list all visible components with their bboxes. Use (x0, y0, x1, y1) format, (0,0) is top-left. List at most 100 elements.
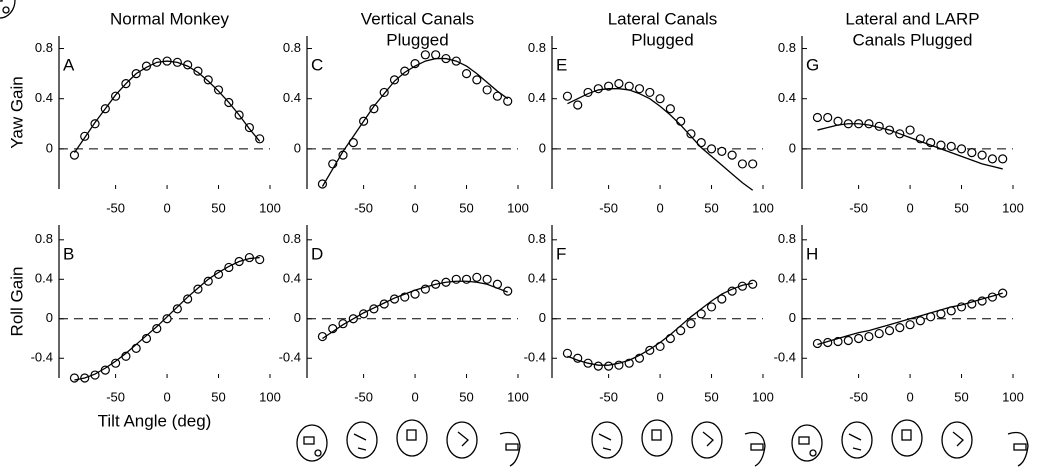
x-tick-label: 100 (507, 389, 529, 404)
data-point (172, 304, 182, 314)
data-point (884, 326, 895, 336)
data-point (162, 314, 172, 324)
panel: 0.8 0.4 0 -50 0 50 100 E Lateral Canals Plugged (528, 9, 774, 215)
y-axis-label: Roll Gain (7, 267, 26, 337)
panel: 0.8 0.4 0 -0.4 -50 0 50 100 B Roll Gain Tilt Angle… (7, 225, 281, 430)
fit-line (817, 123, 1003, 170)
y-tick-label: 0 (294, 140, 301, 155)
fit-line (73, 60, 261, 153)
data-point (213, 85, 224, 95)
x-tick-label: 100 (752, 389, 774, 404)
panel-title: Normal Monkey (110, 9, 230, 28)
data-point (472, 75, 482, 85)
y-tick-label: 0.8 (528, 40, 546, 55)
data-point (152, 324, 162, 334)
y-tick-label: 0.4 (283, 90, 301, 105)
x-tick-label: 100 (507, 200, 529, 215)
y-tick-label: 0 (294, 310, 301, 325)
x-tick-label: 0 (163, 200, 170, 215)
y-tick-label: -0.4 (279, 350, 301, 365)
data-point (492, 91, 503, 101)
data-point (665, 104, 675, 114)
data-point (706, 144, 717, 154)
data-point (183, 294, 193, 304)
panel: 0.8 0.4 0 -50 0 50 100 G Lateral and LARP Canals … (778, 9, 1024, 215)
panel-label: D (311, 244, 323, 263)
data-point (389, 75, 400, 85)
x-tick-label: 50 (211, 389, 225, 404)
fit-line (817, 292, 1003, 346)
data-point (676, 116, 686, 126)
fit-line (567, 282, 753, 366)
y-tick-label: -0.4 (774, 350, 796, 365)
y-tick-label: 0.4 (35, 271, 53, 286)
data-point (748, 159, 758, 169)
panel: 0.8 0.4 0 -0.4 -50 0 50 100 F (524, 225, 774, 404)
x-tick-label: 0 (411, 200, 418, 215)
fit-line (74, 256, 260, 381)
data-point (717, 146, 727, 156)
x-tick-label: -50 (106, 389, 125, 404)
data-point (400, 66, 410, 76)
data-point (482, 85, 492, 95)
x-tick-label: 100 (1002, 200, 1024, 215)
panel-label: F (556, 244, 566, 263)
y-tick-label: 0 (539, 140, 546, 155)
data-point (420, 50, 430, 60)
x-tick-label: -50 (599, 389, 618, 404)
data-point (905, 125, 915, 135)
data-point (482, 274, 492, 284)
panel-label: B (63, 244, 74, 263)
data-point (573, 100, 583, 110)
panel-title: Lateral and LARP (845, 9, 979, 28)
data-point (131, 343, 141, 353)
data-point (69, 373, 80, 383)
y-axis-label: Yaw Gain (7, 76, 26, 148)
data-point (946, 141, 956, 151)
x-tick-label: 50 (704, 200, 718, 215)
panel-title: Plugged (631, 30, 693, 49)
head-icons (0, 0, 1029, 467)
x-tick-label: -50 (849, 200, 868, 215)
fit-line (322, 280, 508, 340)
data-point (895, 323, 905, 333)
panel-label: G (806, 55, 819, 74)
panel-label: C (311, 55, 323, 74)
x-tick-label: 100 (752, 200, 774, 215)
data-point (864, 119, 874, 129)
y-tick-label: 0.8 (283, 231, 301, 246)
x-tick-label: 0 (656, 389, 663, 404)
x-tick-label: 0 (163, 389, 170, 404)
x-tick-label: -50 (599, 200, 618, 215)
panel-label: A (63, 55, 75, 74)
x-tick-label: 0 (906, 200, 913, 215)
fit-line (321, 57, 509, 187)
y-tick-label: -0.4 (524, 350, 546, 365)
data-point (905, 320, 915, 330)
y-tick-label: 0.8 (778, 231, 796, 246)
data-point (69, 150, 80, 160)
panel: 0.8 0.4 0 -0.4 -50 0 50 100 D (279, 225, 529, 404)
data-point (956, 144, 967, 154)
data-point (193, 66, 203, 76)
panel-title: Plugged (386, 30, 448, 49)
x-tick-label: -50 (354, 200, 373, 215)
data-point (843, 335, 853, 346)
data-point (203, 75, 213, 85)
x-tick-label: 100 (259, 389, 281, 404)
panel: 0.8 0.4 0 -50 0 50 100 A Normal Monkey Yaw Gain (7, 9, 280, 215)
panel-title: Lateral Canals (608, 9, 718, 28)
x-tick-label: -50 (354, 389, 373, 404)
y-tick-label: 0.4 (283, 271, 301, 286)
data-point (562, 91, 573, 101)
data-point (854, 333, 864, 344)
y-tick-label: 0.8 (35, 231, 53, 246)
data-point (915, 316, 925, 326)
y-tick-label: 0 (789, 310, 796, 325)
data-point (874, 328, 884, 339)
y-tick-label: 0.4 (35, 90, 53, 105)
data-point (472, 272, 482, 282)
y-tick-label: 0 (539, 310, 546, 325)
data-point (244, 252, 255, 263)
